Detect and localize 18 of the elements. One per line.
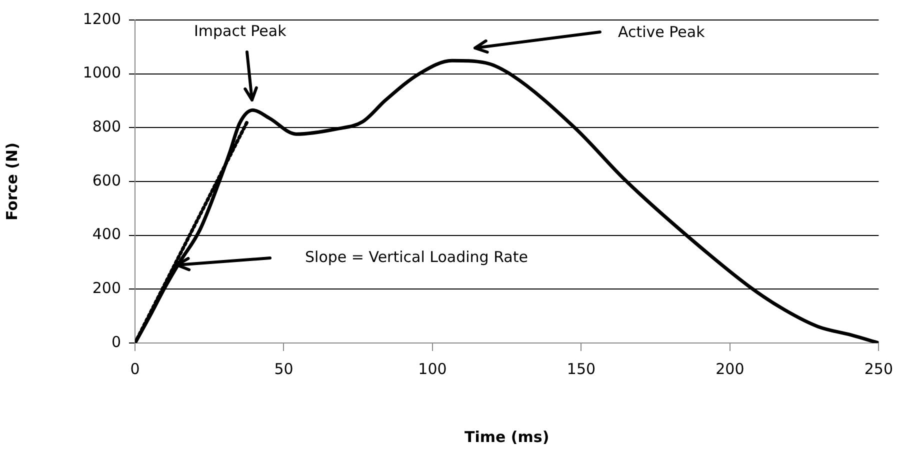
y-tick-label: 0 [111, 332, 121, 351]
x-tick-label: 200 [716, 360, 744, 378]
y-tick-label: 1000 [82, 64, 121, 82]
y-tick-label: 200 [92, 279, 121, 298]
annotation: Slope = Vertical Loading Rate [305, 248, 528, 266]
annotation: Impact Peak [194, 22, 286, 40]
x-tick-label: 100 [418, 360, 447, 378]
x-tick-label: 150 [566, 360, 596, 378]
y-tick-label: 1200 [82, 10, 121, 28]
x-tick-label: 50 [274, 360, 294, 378]
x-tick-label: 0 [130, 360, 140, 378]
y-tick-label: 400 [92, 225, 121, 244]
x-tick-label: 250 [864, 360, 894, 378]
annotation: Active Peak [618, 23, 705, 41]
y-tick-label: 800 [92, 118, 121, 136]
x-axis-title: Time (ms) [464, 428, 550, 446]
y-axis-title: Force (N) [2, 142, 21, 220]
y-tick-label: 600 [92, 171, 121, 190]
